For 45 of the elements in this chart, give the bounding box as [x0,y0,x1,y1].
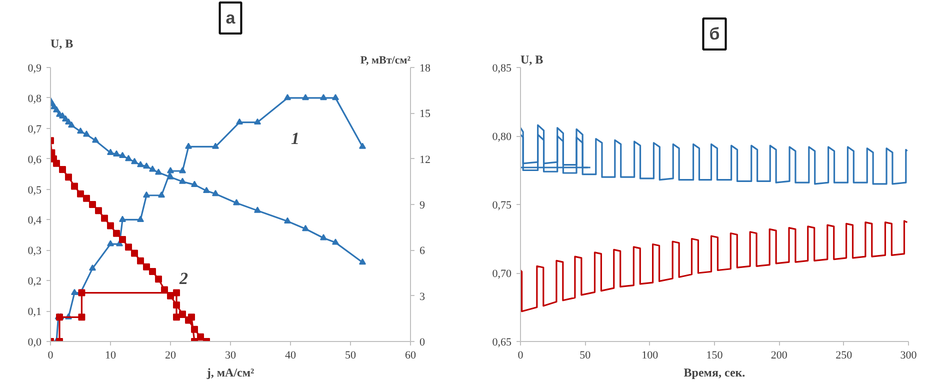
y-tick-label: 0,85 [492,62,512,74]
annotation: 1 [291,129,300,148]
x-tick-label: 10 [105,350,116,362]
x-axis-title: j, мА/см² [206,366,255,380]
y-tick-label: 0,7 [28,123,42,136]
y2-axis-title: P, мВт/см² [360,54,412,66]
x-tick-label: 200 [770,350,788,362]
y-tick-label: 0,3 [28,245,42,258]
y-tick-label: 0,1 [28,306,42,318]
chart-title: б [709,24,720,44]
chart-title: а [226,8,236,28]
x-tick-label: 300 [900,350,918,362]
y-tick-label: 0,5 [28,184,42,196]
x-axis-title: Время, сек. [684,366,746,380]
y-tick-label: 0,4 [28,214,42,227]
y-axis-title: U, В [520,52,544,66]
x-tick-label: 0 [48,350,54,362]
y-tick-label: 0,6 [28,154,42,166]
annotation: 2 [178,268,188,288]
y-tick-label: 0,75 [492,200,512,212]
y-tick-label: 0,8 [28,92,42,105]
y-tick-label: 0,70 [492,268,512,280]
y2-tick-label: 3 [420,290,426,303]
y-tick-label: 0,0 [28,336,42,348]
y-tick-label: 0,2 [28,276,42,288]
y2-tick-label: 12 [420,154,430,166]
x-tick-label: 20 [165,350,176,362]
y2-tick-label: 6 [420,245,426,258]
y-axis-title: U, В [50,36,74,50]
x-tick-label: 250 [836,350,853,362]
y2-tick-label: 9 [420,200,426,212]
x-tick-label: 50 [345,350,356,362]
x-tick-label: 100 [642,350,659,362]
x-tick-label: 150 [706,350,724,362]
y-tick-label: 0,65 [492,336,512,348]
y-tick-label: 0,9 [28,62,42,74]
x-tick-label: 50 [580,350,592,362]
x-tick-label: 30 [225,350,236,362]
y2-tick-label: 18 [420,62,431,74]
y-tick-label: 0,80 [492,131,512,143]
x-tick-label: 60 [405,350,416,362]
x-tick-label: 0 [518,350,524,362]
x-tick-label: 40 [285,350,296,362]
y2-tick-label: 15 [420,108,431,120]
y2-tick-label: 0 [420,336,426,348]
